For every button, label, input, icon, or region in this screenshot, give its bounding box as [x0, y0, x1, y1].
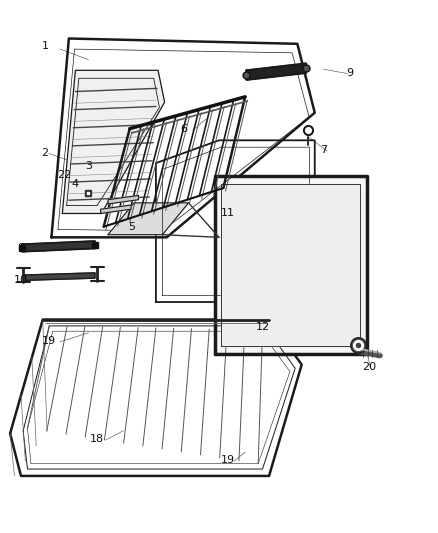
Polygon shape	[215, 176, 367, 354]
Text: 19: 19	[42, 336, 57, 346]
Polygon shape	[247, 63, 306, 80]
Text: 11: 11	[221, 208, 235, 219]
Polygon shape	[25, 273, 95, 280]
Text: 7: 7	[320, 145, 327, 155]
Text: 12: 12	[255, 322, 269, 333]
Text: 8: 8	[18, 243, 25, 253]
Text: 3: 3	[85, 161, 92, 171]
Text: 18: 18	[90, 434, 104, 444]
Polygon shape	[22, 241, 95, 252]
Polygon shape	[10, 319, 302, 476]
Text: 10: 10	[14, 274, 28, 285]
Polygon shape	[51, 38, 315, 237]
Text: 19: 19	[221, 455, 235, 465]
Text: 4: 4	[72, 179, 79, 189]
Polygon shape	[156, 140, 315, 302]
Polygon shape	[221, 184, 360, 346]
Text: 6: 6	[181, 124, 187, 134]
Polygon shape	[108, 203, 188, 235]
Polygon shape	[108, 196, 138, 204]
Polygon shape	[62, 70, 165, 214]
Text: 2: 2	[41, 148, 49, 158]
Text: 1: 1	[42, 42, 49, 52]
Text: 9: 9	[346, 68, 353, 78]
Text: 5: 5	[128, 222, 135, 232]
Polygon shape	[101, 205, 131, 214]
Text: 20: 20	[362, 362, 376, 372]
Text: 22: 22	[57, 171, 72, 180]
